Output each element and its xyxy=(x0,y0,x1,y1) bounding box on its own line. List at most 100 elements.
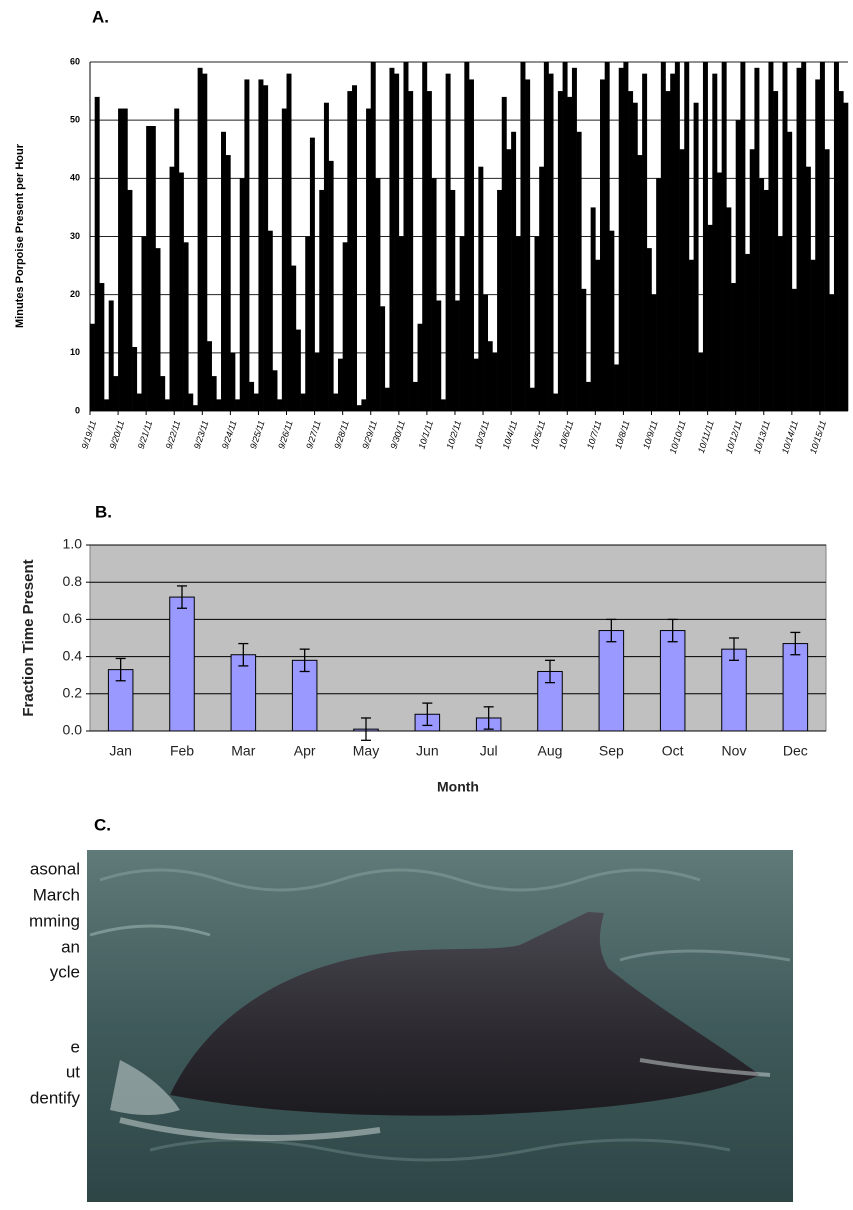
plot-area xyxy=(89,544,827,732)
bar xyxy=(632,102,638,411)
bar xyxy=(314,352,320,411)
bar xyxy=(824,149,830,411)
error-bar xyxy=(667,618,678,643)
bar xyxy=(394,73,400,411)
y-tick-label: 0 xyxy=(75,405,80,415)
error-bar xyxy=(115,657,126,682)
x-tick-label: Oct xyxy=(662,743,684,759)
bar xyxy=(487,341,493,411)
y-axis-label: Minutes Porpoise Present per Hour xyxy=(14,143,26,328)
x-tick-label: Nov xyxy=(722,743,747,759)
x-tick-label: Dec xyxy=(783,743,808,759)
body-text: ycle xyxy=(50,962,80,981)
bar xyxy=(155,248,161,411)
bar xyxy=(693,102,699,411)
bar xyxy=(497,189,503,411)
body-text: ut xyxy=(66,1062,80,1081)
bar xyxy=(412,381,418,411)
bar xyxy=(735,120,741,412)
bar xyxy=(637,155,643,411)
bar xyxy=(440,399,446,411)
bar xyxy=(295,329,301,411)
x-tick-label: Mar xyxy=(231,743,255,759)
bar xyxy=(604,62,610,411)
x-tick-label: 9/23/11 xyxy=(192,419,211,450)
bar xyxy=(253,393,259,411)
error-bar xyxy=(545,659,555,684)
bar xyxy=(562,62,568,411)
bar xyxy=(665,91,671,411)
bar xyxy=(94,96,100,412)
body-text: e xyxy=(71,1037,80,1056)
bar xyxy=(791,288,797,411)
x-tick-label: Sep xyxy=(599,743,624,759)
bar xyxy=(178,172,184,411)
bar xyxy=(571,67,577,412)
bar xyxy=(281,108,287,412)
bar xyxy=(113,376,119,411)
y-tick-label: 0.4 xyxy=(63,647,83,663)
bar xyxy=(291,265,297,411)
bar xyxy=(600,79,605,411)
bar xyxy=(810,259,816,411)
bar xyxy=(595,259,601,411)
x-tick-label: 9/19/11 xyxy=(80,419,99,450)
x-tick-label: 9/24/11 xyxy=(220,419,239,450)
x-tick-label: Jul xyxy=(480,743,498,759)
x-tick-label: Jan xyxy=(109,743,132,759)
bar xyxy=(740,62,746,411)
bar xyxy=(609,230,615,411)
bar xyxy=(239,178,245,411)
bar xyxy=(754,67,760,412)
error-bar xyxy=(606,618,617,643)
bar xyxy=(585,381,591,411)
bar xyxy=(731,283,737,411)
bar xyxy=(698,352,704,411)
bar xyxy=(659,630,686,732)
x-tick-label: 10/10/11 xyxy=(668,419,688,455)
bar xyxy=(160,376,166,411)
x-tick-label: 10/2/11 xyxy=(445,419,464,450)
bar xyxy=(674,62,680,411)
bar xyxy=(366,108,372,412)
error-bar xyxy=(238,642,249,667)
y-tick-label: 30 xyxy=(70,231,80,241)
bar xyxy=(520,62,526,411)
bar xyxy=(539,166,545,411)
x-tick-label: 9/29/11 xyxy=(360,419,379,450)
error-bar xyxy=(361,717,371,741)
bar xyxy=(796,67,802,412)
bar xyxy=(469,79,474,411)
bar xyxy=(380,306,386,411)
bar xyxy=(763,189,769,411)
bar xyxy=(702,62,708,411)
x-tick-label: 10/7/11 xyxy=(585,419,604,450)
x-tick-label: 10/14/11 xyxy=(780,419,800,455)
bar xyxy=(688,259,694,411)
bar xyxy=(384,387,390,411)
y-tick-label: 0.8 xyxy=(63,573,83,589)
bar xyxy=(422,62,428,411)
bar xyxy=(286,73,292,411)
bar xyxy=(598,630,625,732)
bar xyxy=(459,236,465,411)
bar xyxy=(838,91,844,411)
bar xyxy=(342,242,348,411)
bar xyxy=(815,79,821,411)
bar xyxy=(450,189,456,411)
bar xyxy=(235,399,241,411)
bar xyxy=(141,236,147,411)
body-text: asonal xyxy=(30,859,80,878)
bar xyxy=(202,73,208,411)
x-tick-label: 10/12/11 xyxy=(724,419,744,455)
bar xyxy=(726,207,732,411)
panel-title: A. xyxy=(92,7,109,26)
x-tick-label: 10/3/11 xyxy=(473,419,492,450)
bar xyxy=(684,62,690,411)
bar xyxy=(174,108,180,412)
bar xyxy=(426,91,432,411)
bar xyxy=(403,62,409,411)
bar xyxy=(829,294,835,411)
bar xyxy=(749,149,755,411)
bar xyxy=(230,352,236,411)
